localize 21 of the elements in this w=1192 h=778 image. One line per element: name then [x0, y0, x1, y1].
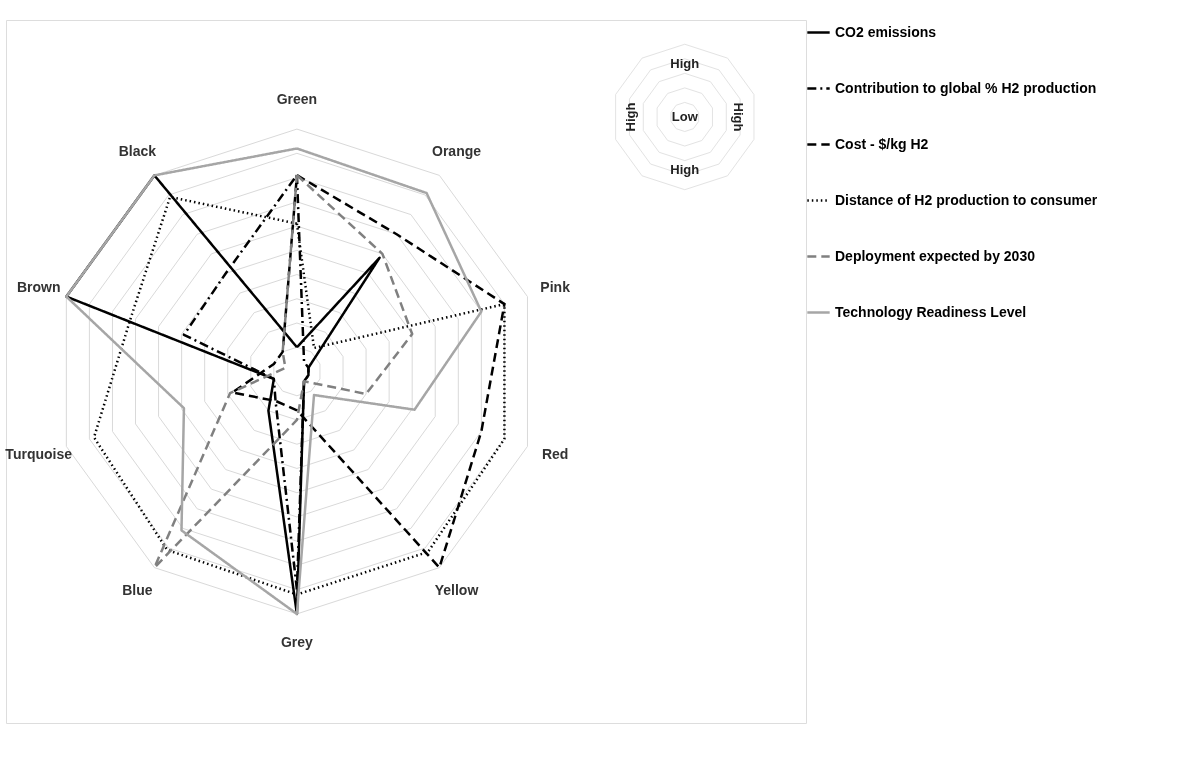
text: High — [670, 162, 700, 178]
spoke-label: Black — [118, 142, 157, 159]
spoke-label: Turquoise — [5, 446, 73, 463]
spoke-label: Red — [541, 446, 569, 463]
spoke-label: Green — [276, 91, 318, 107]
legend-label: Distance of H2 production to consumer — [835, 191, 1098, 208]
legend-label: CO2 emissions — [835, 23, 937, 40]
spoke-label: Blue — [122, 582, 153, 599]
spoke-label: Yellow — [434, 582, 479, 599]
spoke-label: Orange — [431, 142, 482, 159]
legend-label: Deployment expected by 2030 — [835, 247, 1036, 264]
spoke-label: Grey — [280, 634, 314, 650]
legend-label: Cost - $/kg H2 — [835, 135, 929, 152]
spoke-label: Brown — [16, 278, 61, 295]
text: High — [623, 102, 639, 132]
text: High — [731, 102, 747, 132]
legend-label: Contribution to global % H2 production — [835, 79, 1097, 96]
spoke-label: Pink — [540, 278, 571, 295]
text: High — [670, 55, 700, 71]
legend-label: Technology Readiness Level — [835, 303, 1027, 320]
text: Low — [671, 108, 699, 124]
